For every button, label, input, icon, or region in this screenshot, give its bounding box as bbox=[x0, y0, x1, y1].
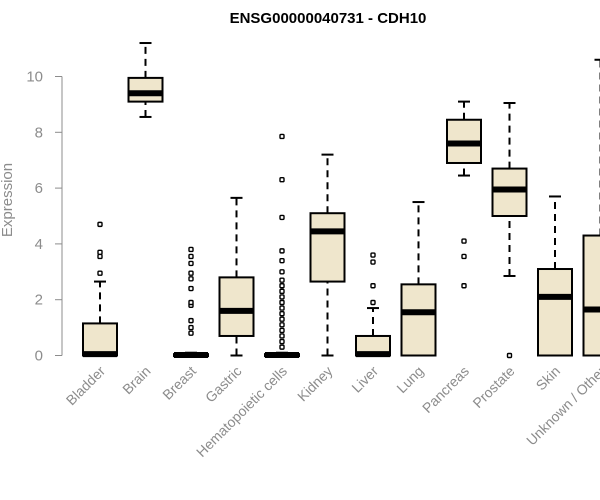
x-tick-label: Bladder bbox=[63, 363, 109, 409]
outlier-point bbox=[188, 270, 194, 276]
box-5 bbox=[309, 153, 346, 357]
box-9 bbox=[491, 102, 528, 359]
outlier-point bbox=[188, 246, 194, 253]
iqr-box bbox=[537, 268, 573, 357]
box-3 bbox=[218, 196, 255, 357]
outlier-point bbox=[188, 285, 194, 292]
x-tick-label: Pancreas bbox=[419, 363, 472, 416]
outlier-point bbox=[279, 269, 285, 275]
box-7 bbox=[400, 201, 437, 357]
outlier-point bbox=[97, 221, 103, 228]
y-tick-label: 4 bbox=[35, 236, 43, 253]
box-0 bbox=[82, 221, 118, 358]
outlier-point bbox=[461, 238, 467, 244]
outlier-point bbox=[279, 277, 285, 283]
x-tick-label: Liver bbox=[348, 363, 381, 396]
outlier-point bbox=[370, 252, 376, 258]
x-tick-label: Brain bbox=[119, 363, 153, 397]
iqr-box bbox=[309, 212, 346, 283]
x-tick-label: Hematopoietic cells bbox=[193, 363, 290, 460]
outlier-point bbox=[506, 352, 513, 359]
outlier-point bbox=[188, 330, 194, 336]
outlier-point bbox=[279, 283, 285, 289]
outlier-point bbox=[279, 344, 285, 350]
x-tick-label: Prostate bbox=[469, 363, 517, 411]
y-axis-label: Expression bbox=[0, 163, 16, 237]
outlier-point bbox=[97, 253, 103, 260]
x-tick-label: Kidney bbox=[294, 363, 336, 405]
outlier-point bbox=[279, 310, 285, 317]
outlier-point bbox=[279, 177, 285, 183]
outlier-point bbox=[188, 253, 194, 260]
outlier-point bbox=[188, 260, 194, 267]
outlier-point bbox=[279, 327, 285, 334]
outlier-point bbox=[461, 253, 467, 260]
outlier-point bbox=[279, 257, 285, 264]
iqr-box bbox=[582, 234, 600, 357]
x-tick-label: Breast bbox=[159, 363, 199, 403]
outlier-point bbox=[97, 270, 103, 276]
outlier-point bbox=[370, 283, 376, 289]
outlier-point bbox=[370, 259, 376, 265]
outlier-point bbox=[279, 299, 285, 306]
iqr-box bbox=[400, 283, 437, 357]
outlier-point bbox=[279, 133, 285, 140]
outlier-point bbox=[188, 276, 194, 282]
y-tick-label: 2 bbox=[35, 292, 43, 309]
outlier-point bbox=[279, 322, 285, 328]
outlier-point bbox=[279, 333, 285, 339]
outlier-point bbox=[188, 324, 194, 331]
iqr-box bbox=[127, 76, 164, 103]
outlier-point bbox=[461, 283, 467, 289]
box-1 bbox=[127, 42, 164, 118]
outlier-point bbox=[279, 294, 285, 300]
box-8 bbox=[446, 100, 482, 289]
box-2 bbox=[173, 246, 209, 358]
outlier-point bbox=[188, 299, 194, 306]
y-tick-label: 0 bbox=[35, 348, 43, 365]
outlier-point bbox=[188, 317, 194, 324]
outlier-point bbox=[97, 249, 103, 255]
y-tick-label: 6 bbox=[35, 180, 43, 197]
boxes-group bbox=[82, 42, 600, 359]
iqr-box bbox=[218, 276, 255, 337]
outlier-point bbox=[279, 248, 285, 254]
outlier-point bbox=[279, 305, 285, 311]
outlier-point bbox=[279, 288, 285, 295]
box-6 bbox=[355, 252, 391, 358]
y-tick-label: 10 bbox=[26, 69, 43, 86]
iqr-box bbox=[82, 322, 118, 357]
x-tick-label: Gastric bbox=[202, 363, 245, 406]
box-11 bbox=[582, 58, 600, 357]
box-10 bbox=[537, 195, 573, 357]
x-tick-label: Lung bbox=[393, 363, 426, 396]
y-tick-label: 8 bbox=[35, 124, 43, 141]
outlier-point bbox=[279, 214, 285, 221]
box-4 bbox=[264, 133, 300, 358]
x-tick-label: Skin bbox=[533, 363, 564, 394]
y-axis: 0 2 4 6 8 10 bbox=[26, 69, 63, 365]
outlier-point bbox=[279, 316, 285, 322]
outlier-point bbox=[370, 299, 376, 306]
chart-title: ENSG00000040731 - CDH10 bbox=[230, 10, 427, 27]
outlier-point bbox=[279, 338, 285, 345]
